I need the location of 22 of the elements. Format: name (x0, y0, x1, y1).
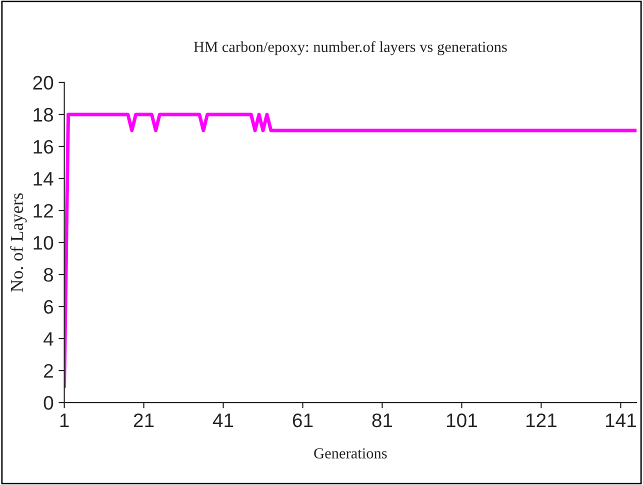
x-tick-label: 61 (292, 413, 313, 428)
y-tick-label: 4 (44, 332, 54, 346)
y-tick-label: 18 (34, 108, 54, 122)
x-tick-label: 141 (606, 414, 636, 428)
x-tick-label: 81 (372, 413, 392, 428)
y-axis-title: No. of Layers (10, 193, 27, 292)
y-tick-label: 6 (44, 300, 54, 314)
y-tick-label: 2 (44, 364, 53, 378)
x-tick-label: 21 (134, 413, 154, 428)
y-tick-label: 20 (33, 76, 54, 90)
x-tick-label: 121 (526, 413, 556, 428)
chart-title: HM carbon/epoxy: number.of layers vs generations (194, 41, 507, 56)
x-tick-label: 1 (60, 414, 69, 428)
x-tick-label: 41 (212, 414, 234, 428)
x-axis-title: Generations (314, 448, 387, 459)
y-tick-label: 12 (34, 204, 53, 218)
y-tick-label: 0 (44, 396, 54, 410)
y-tick-label: 8 (44, 268, 54, 282)
y-tick-label: 14 (34, 172, 54, 186)
y-tick-label: 10 (34, 236, 54, 250)
x-tick-label: 101 (446, 413, 477, 428)
y-tick-label: 16 (34, 140, 54, 154)
